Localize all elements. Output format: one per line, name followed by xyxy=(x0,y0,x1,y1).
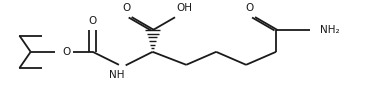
Text: O: O xyxy=(122,3,131,13)
Text: NH₂: NH₂ xyxy=(320,25,340,35)
Text: O: O xyxy=(62,47,71,57)
Text: OH: OH xyxy=(177,3,192,13)
Text: NH: NH xyxy=(109,70,125,79)
Text: O: O xyxy=(89,16,97,25)
Text: O: O xyxy=(246,3,254,13)
